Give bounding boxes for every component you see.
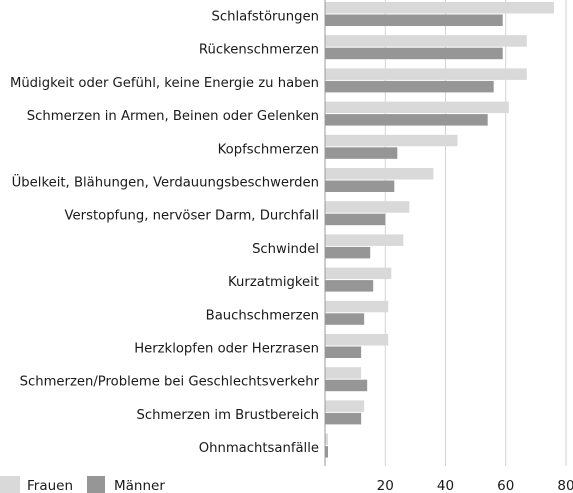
- bar-frauen-7: [325, 234, 404, 246]
- category-label-10: Herzklopfen oder Herzrasen: [134, 342, 319, 357]
- category-label-3: Schmerzen in Armen, Beinen oder Gelenken: [27, 109, 319, 124]
- bar-maenner-2: [325, 80, 494, 93]
- bar-maenner-6: [325, 213, 386, 226]
- category-labels: Schlafstörungen Rückenschmerzen Müdigkeit …: [10, 10, 320, 457]
- bar-maenner-8: [325, 280, 374, 292]
- bar-maenner-4: [325, 147, 398, 159]
- legend-label-maenner: Männer: [114, 478, 165, 493]
- category-label-5: Übelkeit, Blähungen, Verdauungsbeschwerd…: [12, 173, 319, 191]
- bar-frauen-9: [325, 300, 389, 313]
- category-label-13: Ohnmachtsanfälle: [199, 441, 319, 456]
- bar-frauen-1: [325, 35, 527, 47]
- legend-swatch-maenner: [87, 476, 105, 493]
- category-label-8: Kurzatmigkeit: [228, 275, 319, 290]
- bar-maenner-12: [325, 412, 362, 425]
- bar-frauen-0: [325, 2, 554, 14]
- bar-frauen-2: [325, 68, 527, 80]
- category-label-11: Schmerzen/Probleme bei Geschlechtsverkeh…: [20, 375, 320, 390]
- category-label-7: Schwindel: [252, 242, 319, 257]
- bar-frauen-10: [325, 334, 389, 346]
- legend-swatch-frauen: [0, 476, 20, 493]
- bar-frauen-11: [325, 367, 362, 379]
- bar-frauen-4: [325, 134, 458, 147]
- x-tick-label-60: 60: [497, 478, 514, 493]
- bar-maenner-13: [325, 446, 329, 458]
- legend-label-frauen: Frauen: [27, 478, 73, 493]
- x-axis-ticks: 20 40 60 80: [377, 478, 573, 493]
- x-tick-label-20: 20: [377, 478, 394, 493]
- bar-frauen-13: [325, 433, 329, 446]
- category-label-6: Verstopfung, nervöser Darm, Durchfall: [65, 209, 319, 224]
- category-label-4: Kopfschmerzen: [218, 142, 319, 157]
- bar-frauen-6: [325, 201, 410, 213]
- bar-frauen-5: [325, 168, 434, 180]
- bars: [325, 2, 554, 458]
- category-label-9: Bauchschmerzen: [206, 308, 319, 323]
- bar-maenner-9: [325, 313, 365, 325]
- bar-maenner-10: [325, 346, 362, 358]
- category-label-1: Rückenschmerzen: [199, 43, 319, 58]
- x-tick-label-80: 80: [557, 478, 573, 493]
- category-label-0: Schlafstörungen: [212, 10, 319, 25]
- bar-maenner-1: [325, 47, 503, 60]
- bar-frauen-3: [325, 101, 509, 114]
- category-label-12: Schmerzen im Brustbereich: [136, 408, 319, 423]
- bar-maenner-7: [325, 246, 371, 259]
- x-tick-label-40: 40: [437, 478, 454, 493]
- legend: Frauen Männer: [0, 476, 165, 493]
- bar-maenner-3: [325, 114, 488, 126]
- bar-maenner-0: [325, 14, 503, 26]
- bar-frauen-12: [325, 400, 365, 412]
- bar-maenner-11: [325, 379, 368, 392]
- bar-maenner-5: [325, 180, 395, 192]
- bar-frauen-8: [325, 267, 392, 280]
- category-label-2: Müdigkeit oder Gefühl, keine Energie zu …: [10, 76, 319, 91]
